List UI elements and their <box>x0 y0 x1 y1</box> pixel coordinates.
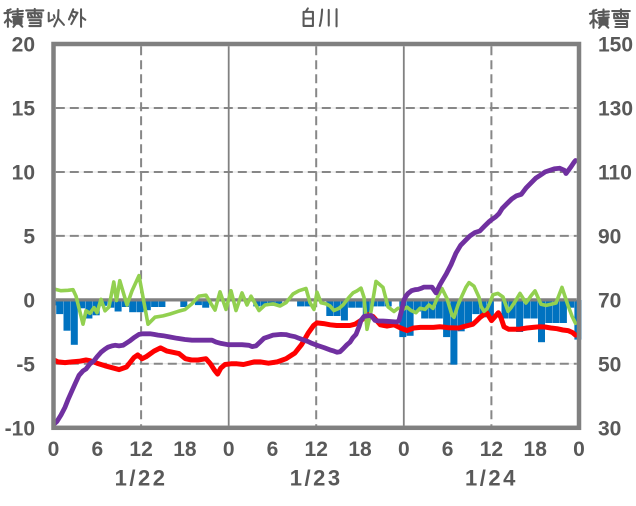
svg-text:20: 20 <box>12 34 35 57</box>
svg-text:6: 6 <box>91 438 103 461</box>
svg-text:10: 10 <box>12 162 35 185</box>
svg-text:30: 30 <box>598 417 621 440</box>
svg-text:5: 5 <box>23 225 35 248</box>
svg-text:0: 0 <box>398 438 410 461</box>
svg-text:0: 0 <box>223 438 235 461</box>
svg-text:-10: -10 <box>5 417 35 440</box>
svg-text:15: 15 <box>12 98 36 121</box>
svg-text:12: 12 <box>305 438 328 461</box>
svg-text:1/22: 1/22 <box>115 466 168 491</box>
svg-text:12: 12 <box>129 438 152 461</box>
svg-text:1/24: 1/24 <box>465 466 518 491</box>
svg-text:6: 6 <box>267 438 279 461</box>
svg-text:18: 18 <box>524 438 548 461</box>
svg-text:90: 90 <box>598 225 621 248</box>
svg-text:110: 110 <box>598 162 632 185</box>
svg-text:50: 50 <box>598 353 621 376</box>
svg-text:0: 0 <box>23 289 35 312</box>
svg-text:0: 0 <box>573 438 585 461</box>
svg-text:130: 130 <box>598 98 633 121</box>
svg-text:1/23: 1/23 <box>290 466 343 491</box>
svg-text:-5: -5 <box>16 353 35 376</box>
svg-text:12: 12 <box>480 438 503 461</box>
svg-text:0: 0 <box>48 438 60 461</box>
svg-text:70: 70 <box>598 289 621 312</box>
svg-text:18: 18 <box>173 438 197 461</box>
svg-text:6: 6 <box>442 438 454 461</box>
svg-text:18: 18 <box>348 438 372 461</box>
svg-text:150: 150 <box>598 34 633 57</box>
